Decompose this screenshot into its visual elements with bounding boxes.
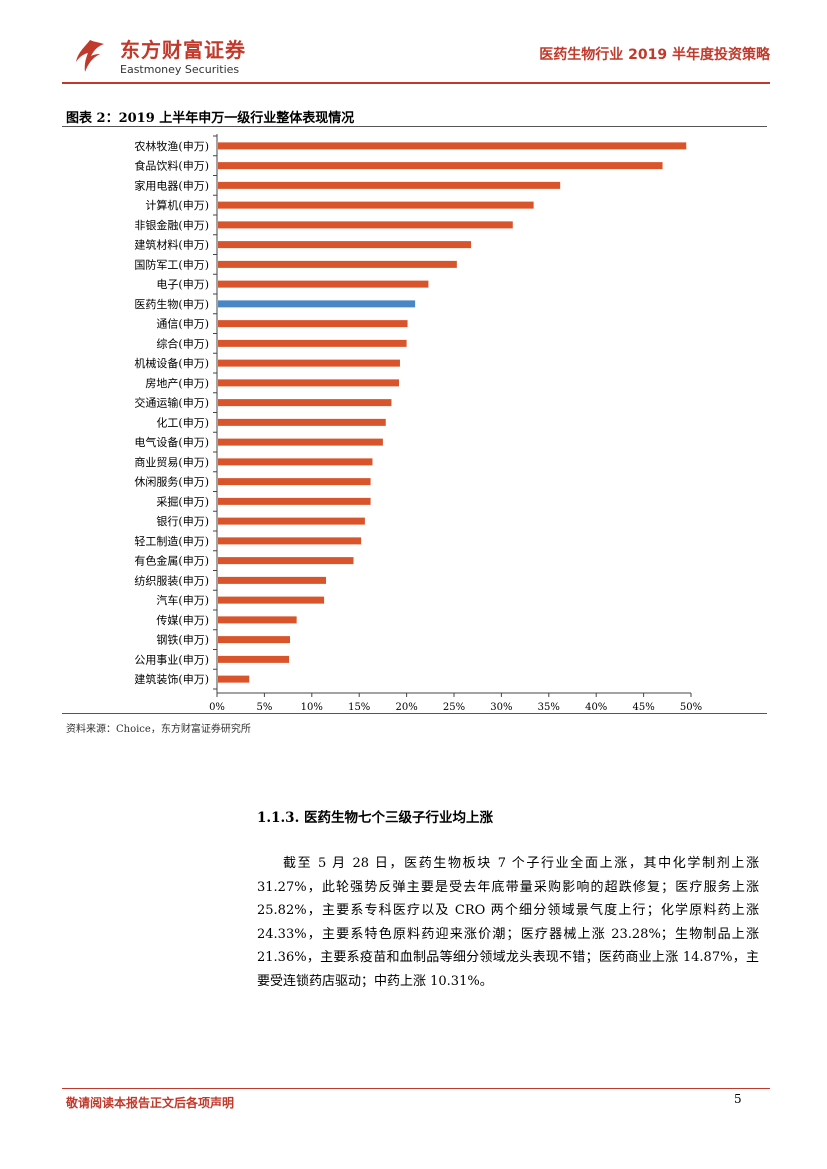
category-label: 房地产(申万) bbox=[145, 376, 209, 390]
x-tick-label: 5% bbox=[256, 702, 272, 712]
x-tick-label: 50% bbox=[680, 702, 702, 712]
bar bbox=[218, 241, 472, 249]
bar bbox=[218, 201, 534, 209]
industry-performance-bar-chart: 农林牧渔(申万) 食品饮料(申万) 家用电器(申万) 计算机(申万) 非银金融(申万) 建… bbox=[134, 134, 702, 712]
bar bbox=[218, 399, 392, 407]
page-header: 东方财富证券 Eastmoney Securities 医药生物行业 2019 … bbox=[62, 30, 770, 78]
bar bbox=[218, 636, 290, 644]
bar bbox=[218, 557, 354, 565]
bar bbox=[218, 260, 457, 268]
bar bbox=[218, 142, 687, 150]
bar bbox=[218, 320, 408, 328]
category-label: 建筑装饰(申万) bbox=[134, 672, 209, 686]
x-tick-label: 20% bbox=[395, 702, 417, 712]
header-divider bbox=[62, 82, 770, 84]
category-label: 公用事业(申万) bbox=[134, 653, 209, 666]
category-label: 传媒(申万) bbox=[156, 614, 209, 627]
category-label: 农林牧渔(申万) bbox=[134, 139, 209, 153]
category-label: 商业贸易(申万) bbox=[134, 455, 209, 469]
figure-top-rule bbox=[62, 126, 767, 127]
report-title: 医药生物行业 2019 半年度投资策略 bbox=[539, 47, 770, 63]
footer-disclaimer: 敬请阅读本报告正文后各项声明 bbox=[66, 1096, 235, 1110]
category-label: 电子(申万) bbox=[156, 278, 209, 291]
x-tick-label: 45% bbox=[632, 702, 654, 712]
category-label: 医药生物(申万) bbox=[134, 297, 209, 311]
category-label: 休闲服务(申万) bbox=[134, 475, 209, 489]
bar bbox=[218, 616, 297, 624]
category-label: 汽车(申万) bbox=[156, 593, 209, 607]
category-label: 通信(申万) bbox=[156, 318, 209, 331]
x-tick-label: 15% bbox=[348, 702, 370, 712]
bar bbox=[218, 675, 250, 683]
x-tick-label: 30% bbox=[490, 702, 512, 712]
category-label: 电气设备(申万) bbox=[134, 435, 209, 449]
category-label: 非银金融(申万) bbox=[134, 218, 209, 232]
bar bbox=[218, 300, 416, 308]
bar bbox=[218, 379, 400, 387]
bar bbox=[218, 537, 362, 545]
figure-source: 资料来源：Choice，东方财富证券研究所 bbox=[66, 724, 251, 735]
category-label: 钢铁(申万) bbox=[156, 634, 209, 647]
category-label: 纺织服装(申万) bbox=[134, 573, 209, 587]
category-label: 建筑材料(申万) bbox=[134, 238, 209, 252]
footer-divider bbox=[62, 1088, 770, 1089]
bar bbox=[218, 517, 365, 525]
body-paragraph: 截至 5 月 28 日，医药生物板块 7 个子行业全面上涨，其中化学制剂上涨 3… bbox=[257, 856, 759, 989]
figure-bottom-rule bbox=[62, 713, 767, 714]
category-label: 轻工制造(申万) bbox=[134, 534, 209, 548]
x-tick-label: 10% bbox=[301, 702, 323, 712]
company-name-cn: 东方财富证券 bbox=[120, 38, 246, 62]
bar bbox=[218, 497, 371, 505]
category-label: 采掘(申万) bbox=[156, 494, 209, 508]
bar bbox=[218, 655, 290, 663]
x-tick-label: 25% bbox=[443, 702, 465, 712]
bar bbox=[218, 162, 663, 170]
bar bbox=[218, 339, 407, 347]
category-label: 交通运输(申万) bbox=[134, 396, 209, 410]
bar bbox=[218, 458, 373, 466]
category-label: 综合(申万) bbox=[156, 336, 209, 350]
bar bbox=[218, 280, 429, 288]
bar bbox=[218, 478, 371, 486]
x-tick-label: 35% bbox=[538, 702, 560, 712]
x-tick-label: 40% bbox=[585, 702, 607, 712]
category-label: 机械设备(申万) bbox=[134, 356, 209, 370]
eastmoney-logo-icon bbox=[76, 40, 104, 72]
bar bbox=[218, 418, 386, 426]
section-heading: 1.1.3. 医药生物七个三级子行业均上涨 bbox=[257, 810, 493, 826]
category-label: 家用电器(申万) bbox=[134, 178, 209, 192]
category-label: 食品饮料(申万) bbox=[134, 159, 209, 173]
category-label: 化工(申万) bbox=[156, 415, 209, 429]
page-number: 5 bbox=[734, 1092, 742, 1106]
bar bbox=[218, 438, 383, 446]
x-tick-label: 0% bbox=[209, 702, 225, 712]
category-label: 银行(申万) bbox=[156, 514, 209, 528]
category-label: 计算机(申万) bbox=[145, 198, 209, 212]
bar bbox=[218, 221, 513, 229]
bar bbox=[218, 576, 327, 584]
company-name-en: Eastmoney Securities bbox=[120, 63, 240, 76]
bar bbox=[218, 181, 561, 189]
figure-title: 图表 2：2019 上半年申万一级行业整体表现情况 bbox=[66, 111, 355, 126]
category-label: 国防军工(申万) bbox=[134, 257, 209, 271]
category-label: 有色金属(申万) bbox=[134, 554, 209, 568]
bar bbox=[218, 596, 325, 604]
bar bbox=[218, 359, 400, 367]
